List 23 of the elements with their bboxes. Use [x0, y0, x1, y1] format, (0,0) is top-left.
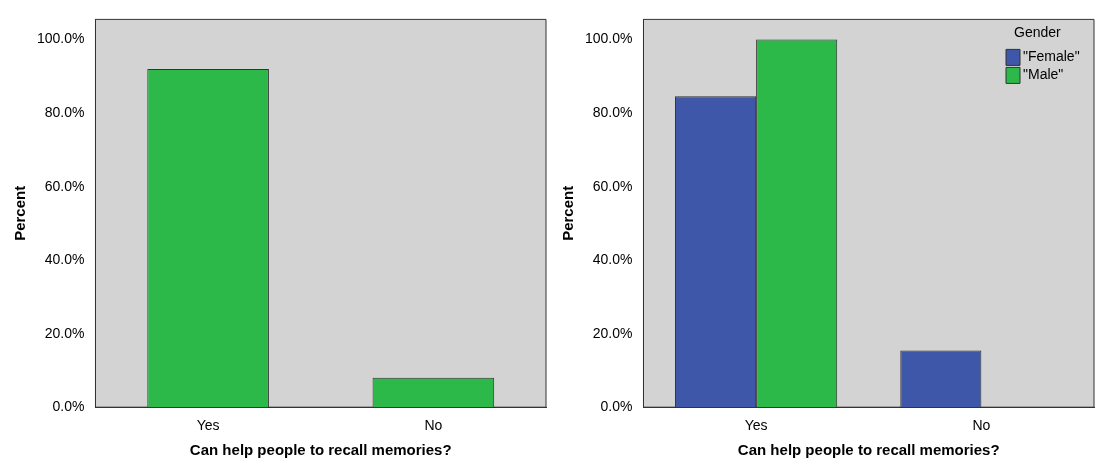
y-tick-label: 0.0%	[52, 398, 85, 415]
y-tick-label: 40.0%	[592, 251, 633, 268]
x-tick-label: Yes	[744, 417, 768, 434]
y-tick-label: 60.0%	[44, 177, 85, 194]
y-tick-label: 0.0%	[600, 398, 633, 415]
legend-title: Gender	[1014, 24, 1062, 41]
x-tick-label: Yes	[196, 417, 220, 434]
y-tick-label: 20.0%	[592, 324, 633, 341]
x-tick-label: No	[972, 417, 991, 434]
x-axis-title: Can help people to recall memories?	[189, 441, 452, 459]
x-tick-label: No	[424, 417, 443, 434]
y-tick-label: 80.0%	[44, 103, 85, 120]
y-axis-title: Percent	[11, 185, 29, 241]
y-tick-label: 100.0%	[585, 30, 633, 47]
y-tick-label: 80.0%	[592, 103, 633, 120]
y-tick-label: 100.0%	[37, 30, 85, 47]
y-tick-label: 60.0%	[592, 177, 633, 194]
y-tick-label: 20.0%	[44, 324, 85, 341]
y-axis-title: Percent	[559, 185, 577, 241]
legend-label: "Male"	[1023, 66, 1064, 83]
legend-label: "Female"	[1023, 48, 1080, 65]
y-tick-label: 40.0%	[44, 251, 85, 268]
x-axis-title: Can help people to recall memories?	[737, 441, 1000, 459]
